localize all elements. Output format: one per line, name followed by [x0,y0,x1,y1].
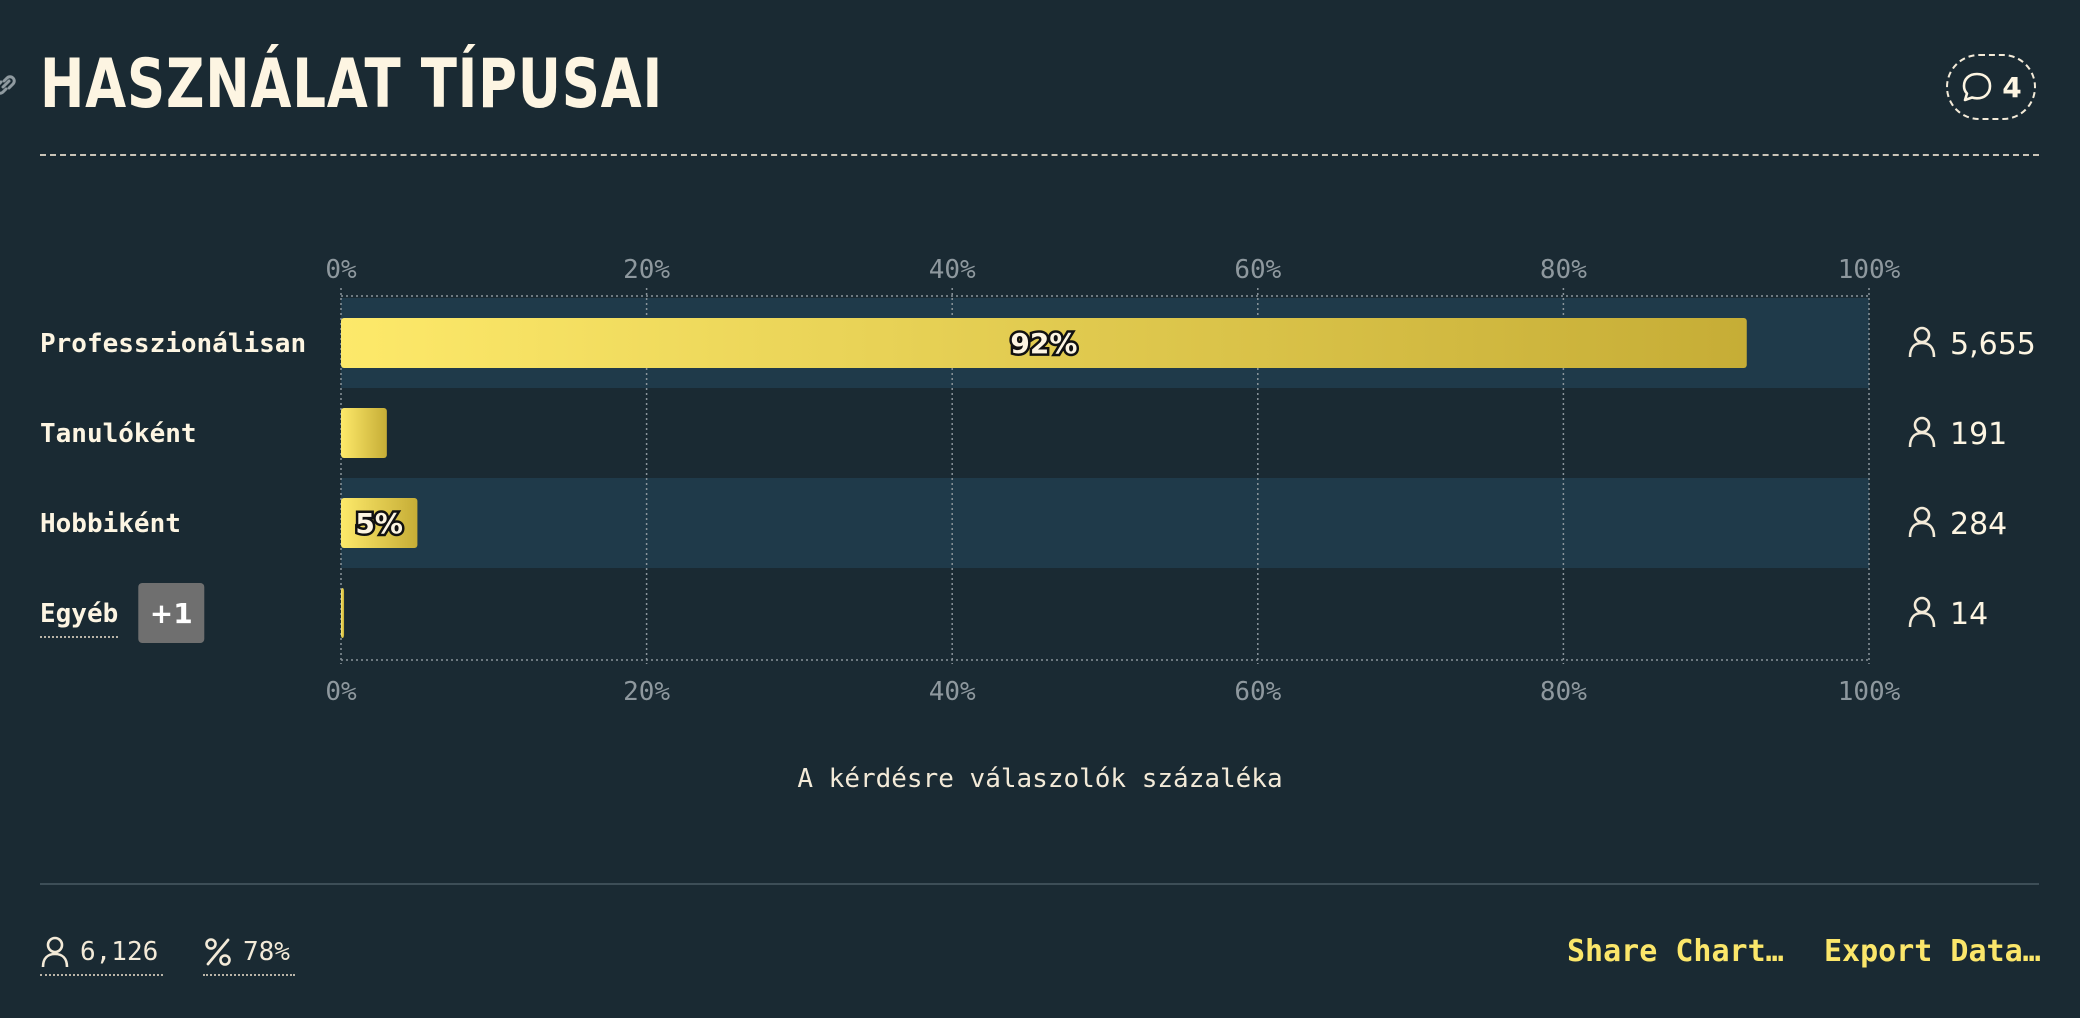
x-tick-label-bottom: 20% [623,677,670,707]
share-chart-button[interactable]: Share Chart… [1567,934,1784,969]
bar-value-label: 92% [1010,327,1077,360]
respondent-count: 5,655 [1950,327,2036,362]
person-icon-body [1908,341,1936,358]
category-label: Professzionálisan [40,329,306,359]
person-icon-body [1908,521,1936,538]
response-rate-value: 78% [243,937,290,967]
x-tick-label-bottom: 40% [929,677,976,707]
category-label: Tanulóként [40,419,197,449]
x-tick-label-bottom: 60% [1234,677,1281,707]
person-icon [41,936,69,968]
person-icon [1913,596,1931,614]
bar[interactable] [341,318,1747,368]
extra-categories-badge[interactable] [138,583,205,643]
comment-count: 4 [2002,70,2022,104]
category-label: Hobbiként [40,509,181,539]
bar[interactable] [341,408,387,458]
title-divider [40,154,2039,156]
x-tick-label-bottom: 0% [325,677,357,707]
percent-icon [205,938,231,966]
x-tick-label-bottom: 80% [1540,677,1587,707]
x-tick-label-top: 40% [929,255,976,285]
person-icon [1913,506,1931,524]
link-icon[interactable] [0,70,20,100]
extra-categories-badge-text: +1 [150,597,193,630]
comment-icon [1962,72,1992,102]
person-icon-body [1908,431,1936,448]
export-data-button[interactable]: Export Data… [1824,934,2041,969]
x-axis-title: A kérdésre válaszolók százaléka [797,764,1283,794]
total-respondents-value: 6,126 [80,937,159,967]
bar-value-label: 5% [355,507,403,540]
person-icon [1913,326,1931,344]
category-label[interactable]: Egyéb [40,599,118,629]
row-background [341,478,1869,568]
bar[interactable] [341,588,345,638]
person-icon-body [1908,611,1936,628]
respondent-count: 284 [1950,507,2007,542]
bar[interactable] [341,498,418,548]
x-tick-label-bottom: 100% [1838,677,1901,707]
respondent-count: 14 [1950,597,1988,632]
chart-title: HASZNÁLAT TÍPUSAI [40,45,664,124]
x-tick-label-top: 80% [1540,255,1587,285]
bar-chart: 0% 0% 20% 20% 40% 40% 60% 60% 80% 80% 100% 100% Prof… [40,255,2036,707]
x-tick-label-top: 20% [623,255,670,285]
comments-button[interactable]: 4 [1946,54,2036,120]
footer-divider [40,883,2039,885]
x-tick-label-top: 100% [1838,255,1901,285]
response-rate-stat[interactable]: 78% [203,930,295,976]
respondent-count: 191 [1950,417,2007,452]
person-icon [1913,416,1931,434]
x-tick-label-top: 0% [325,255,357,285]
x-tick-label-top: 60% [1234,255,1281,285]
total-respondents-stat[interactable]: 6,126 [40,930,163,976]
